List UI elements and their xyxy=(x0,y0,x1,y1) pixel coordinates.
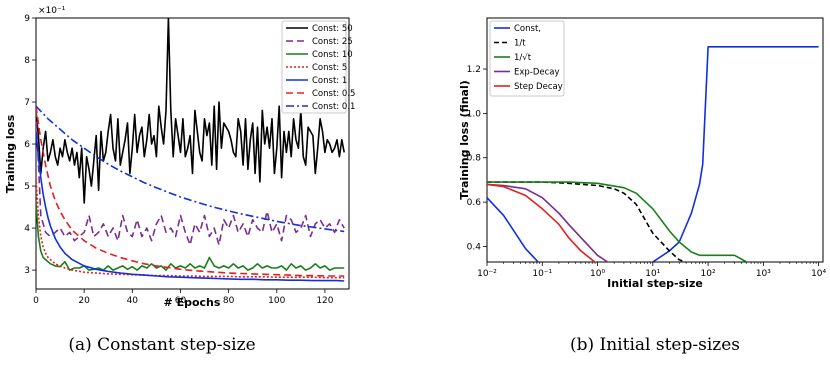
panel-a-series-0-line xyxy=(36,18,345,204)
panel-a-legend-box xyxy=(281,20,347,114)
legend-label: Const: 50 xyxy=(312,24,353,34)
panel-a-ylabel: Training loss xyxy=(4,114,17,193)
y-tick-label: 0.6 xyxy=(467,198,482,208)
x-tick-label: 60 xyxy=(175,296,187,306)
y-tick-label: 1.2 xyxy=(467,65,481,75)
panel-b-xlabel: Initial step-size xyxy=(607,277,703,290)
panel-a-series-6-line xyxy=(36,105,345,233)
y-tick-label: 5 xyxy=(24,182,30,192)
panel-b-caption: (b) Initial step-sizes xyxy=(570,335,740,355)
y-tick-label: 8 xyxy=(24,56,30,66)
legend-label: Const: 0.5 xyxy=(312,89,355,99)
panel-a-caption: (a) Constant step-size xyxy=(68,335,255,355)
panel-a-series-2-line xyxy=(36,202,345,271)
panel-a-chart: 0 20 40 60 80 100 120 3 4 5 6 7 8 9 ×10⁻¹ # Epochs T… xyxy=(4,6,355,355)
x-tick-label: 10¹ xyxy=(645,269,660,279)
legend-label: Const, xyxy=(514,24,541,34)
y-tick-label: 6 xyxy=(24,140,30,150)
x-tick-label: 10⁻¹ xyxy=(532,269,552,279)
panel-a-legend: Const: 50 Const: 25 Const: 10 Const: 5 Const… xyxy=(281,20,355,114)
x-tick-label: 20 xyxy=(78,296,90,306)
panel-b-legend-box xyxy=(489,20,565,97)
y-tick-label: 0.8 xyxy=(467,154,482,164)
legend-label: 1/√t xyxy=(514,53,532,63)
panel-a-xlabel: # Epochs xyxy=(164,296,221,309)
x-tick-label: 10⁴ xyxy=(811,269,826,279)
legend-label: Exp-Decay xyxy=(514,68,560,78)
y-tick-label: 3 xyxy=(24,266,30,276)
panel-b-chart: 10⁻² 10⁻¹ 10⁰ 10¹ 10² 10³ 10⁴ 0.40.60.81.01.2 … xyxy=(458,17,827,355)
panel-a-y-ticks: 3 4 5 6 7 8 9 xyxy=(24,14,36,276)
x-tick-label: 10⁻² xyxy=(477,269,497,279)
x-tick-label: 10³ xyxy=(756,269,771,279)
panel-a-series-lines xyxy=(36,18,345,282)
y-tick-label: 0.4 xyxy=(467,242,482,252)
panel-b-series-4-line xyxy=(487,183,597,262)
y-tick-label: 4 xyxy=(24,224,30,234)
panel-b-series-3-line xyxy=(487,183,610,262)
y-tick-label: 9 xyxy=(24,14,30,24)
panel-b-ylabel: Training loss (final) xyxy=(458,80,471,200)
x-tick-label: 120 xyxy=(316,296,333,306)
panel-a-series-4-line xyxy=(36,131,345,282)
legend-label: Const: 0.1 xyxy=(312,102,355,112)
legend-label: Const: 10 xyxy=(312,50,353,60)
legend-label: Const: 25 xyxy=(312,37,353,47)
x-tick-label: 40 xyxy=(127,296,139,306)
x-tick-label: 10² xyxy=(701,269,716,279)
y-tick-label: 7 xyxy=(24,98,30,108)
legend-label: Step Decay xyxy=(514,82,563,92)
panel-a-offset-label: ×10⁻¹ xyxy=(38,6,66,16)
legend-label: Const: 1 xyxy=(312,76,347,86)
panel-b-series-2-line xyxy=(487,181,748,262)
x-tick-label: 80 xyxy=(223,296,235,306)
panel-b-series-0-line xyxy=(487,45,819,262)
panel-b-y-ticks: 0.4 0.6 0.8 1.0 1.2 xyxy=(467,65,487,252)
x-tick-label: 100 xyxy=(268,296,285,306)
panel-b-x-ticks: 10⁻² 10⁻¹ 10⁰ 10¹ 10² 10³ 10⁴ xyxy=(477,262,827,279)
panel-b-legend: Const, 1/t 1/√t Exp-Decay Step Decay xyxy=(489,20,565,97)
panel-a-x-ticks: 0 20 40 60 80 100 120 xyxy=(33,289,334,306)
legend-label: Const: 5 xyxy=(312,63,347,73)
x-tick-label: 10⁰ xyxy=(590,269,605,279)
panel-b-series-1-line xyxy=(487,181,688,262)
legend-label: 1/t xyxy=(514,39,526,49)
y-tick-label: 1.0 xyxy=(467,109,482,119)
x-tick-label: 0 xyxy=(33,296,39,306)
panel-b-series-lines xyxy=(487,45,819,262)
